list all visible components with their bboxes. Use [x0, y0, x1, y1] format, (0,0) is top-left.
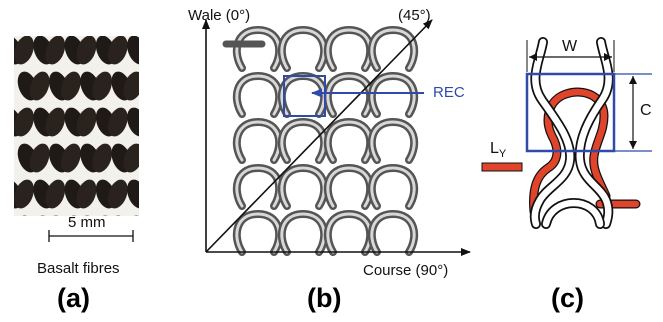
knit-loop-highlight — [370, 166, 416, 208]
course-label: Course (90°) — [363, 262, 449, 279]
knit-loop-highlight — [370, 212, 416, 254]
fibre-loop-dark — [60, 143, 81, 173]
fibre-loop-dark — [45, 36, 66, 65]
wale-label: Wale (0°) — [188, 7, 251, 24]
fibre-loop-dark — [92, 71, 113, 101]
fibre-loop-dark — [127, 36, 139, 65]
fibre-loop-dark — [76, 107, 97, 137]
fibre-loop-dark — [45, 179, 66, 209]
fibre-loop-dark — [107, 107, 128, 137]
rec-box-c — [525, 72, 616, 153]
fibre-loop-dark — [14, 179, 34, 209]
ly-sub: Y — [498, 148, 507, 161]
ly-label: LY — [490, 140, 506, 160]
fibre-loop-dark — [14, 36, 34, 65]
fibre-loop-dark — [123, 71, 139, 101]
knit-loop-highlight — [370, 28, 416, 70]
panel-b-letter: (b) — [307, 283, 342, 313]
fibre-loop-dark — [107, 179, 128, 209]
scale-label: 5 mm — [68, 214, 106, 231]
knit-loop-highlight — [370, 74, 416, 116]
ly-main: L — [490, 140, 499, 157]
fibre-loop-dark — [29, 143, 50, 173]
fibre-loop-dark — [14, 107, 34, 137]
fibre-loop-dark — [45, 107, 66, 137]
rec-label: REC — [433, 84, 465, 101]
fibre-loop-dark — [92, 143, 113, 173]
c-label: C — [640, 102, 652, 119]
fibre-loop-dark — [29, 71, 50, 101]
fibre-loop-dark — [123, 143, 139, 173]
fibre-loop-dark — [127, 179, 139, 209]
fibre-loop-dark — [76, 179, 97, 209]
panel-c-letter: (c) — [551, 283, 584, 313]
rec-box-b — [283, 75, 326, 117]
diagonal-label: (45°) — [398, 7, 431, 24]
panel-a-letter: (a) — [57, 283, 90, 313]
basalt-fabric-photo — [14, 36, 139, 216]
fabric-texture — [14, 36, 139, 216]
fibre-loop-dark — [107, 36, 128, 65]
ly-bar — [481, 162, 523, 172]
fibre-loop-dark — [60, 71, 81, 101]
fibre-loop-dark — [127, 107, 139, 137]
w-label: W — [562, 38, 578, 55]
fibre-loop-dark — [76, 36, 97, 65]
diagonal-axis — [205, 19, 433, 253]
basalt-caption: Basalt fibres — [37, 260, 120, 277]
knit-loop-highlight — [370, 120, 416, 162]
